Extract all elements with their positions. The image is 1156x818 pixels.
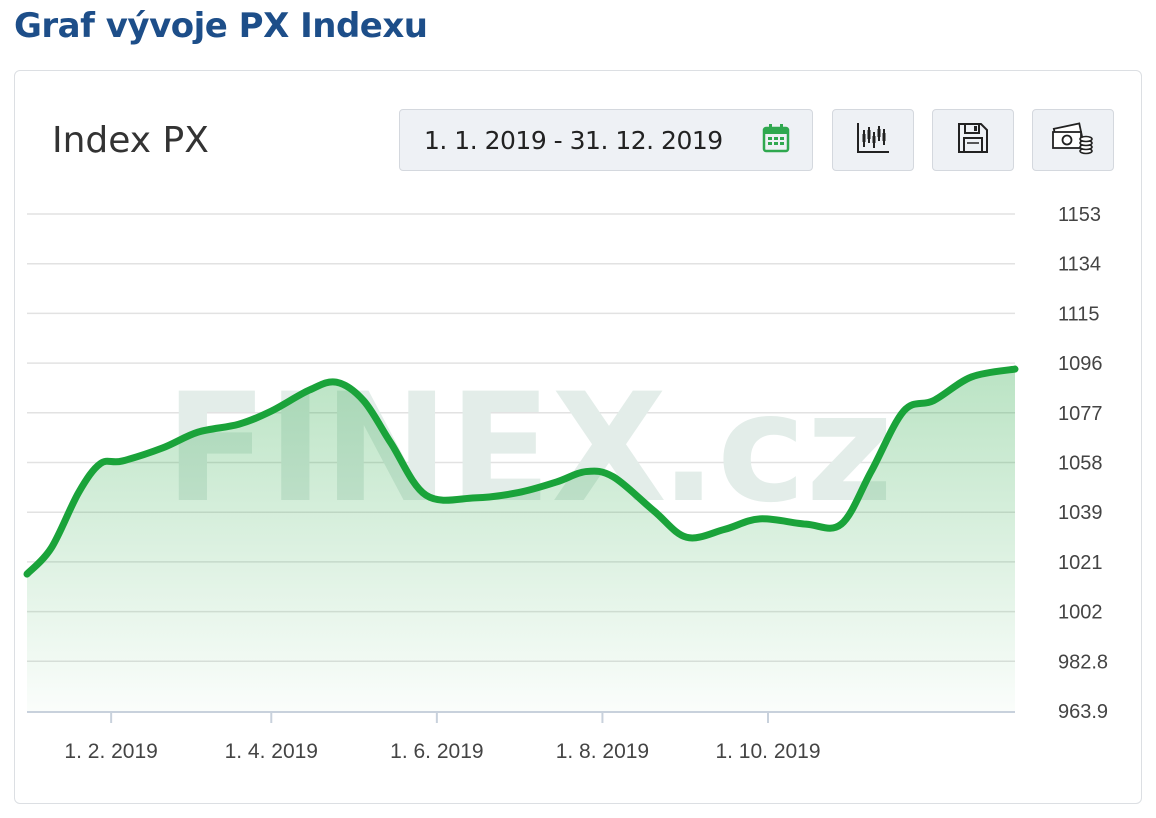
series-line <box>23 365 1019 578</box>
y-tick-label: 1115 <box>1058 303 1100 325</box>
y-tick-label: 982.8 <box>1058 651 1108 673</box>
y-tick-label: 1134 <box>1058 254 1101 276</box>
money-button[interactable] <box>1032 109 1114 171</box>
date-range-value: 1. 1. 2019 - 31. 12. 2019 <box>424 125 723 155</box>
calendar-icon[interactable] <box>762 123 790 158</box>
money-icon <box>1051 120 1095 161</box>
y-tick-label: 1039 <box>1058 502 1103 524</box>
x-tick-label: 1. 8. 2019 <box>556 740 649 763</box>
save-button[interactable] <box>932 109 1014 171</box>
y-tick-label: 1077 <box>1058 403 1103 425</box>
y-tick-label: 1021 <box>1058 552 1103 574</box>
y-tick-label: 963.9 <box>1058 701 1108 723</box>
y-tick-label: 1096 <box>1058 353 1103 375</box>
x-tick-label: 1. 2. 2019 <box>64 740 157 763</box>
y-axis: 963.9 982.8 1002 1021 1039 1058 1077 1096 1115 11… <box>1058 204 1108 723</box>
date-range-picker[interactable]: 1. 1. 2019 - 31. 12. 2019 <box>399 109 813 171</box>
candlestick-chart-icon <box>855 121 891 160</box>
y-tick-label: 1153 <box>1058 204 1101 226</box>
area-layer <box>23 365 1019 711</box>
x-tick-label: 1. 6. 2019 <box>390 740 483 763</box>
x-axis: 1. 2. 2019 1. 4. 2019 1. 6. 2019 1. 8. 2019… <box>27 711 1015 763</box>
chart-title: Index PX <box>52 120 209 161</box>
page-title: Graf vývoje PX Indexu <box>14 6 428 46</box>
y-tick-label: 1002 <box>1058 602 1103 624</box>
series-area <box>27 369 1015 711</box>
x-tick-label: 1. 4. 2019 <box>225 740 318 763</box>
chart-type-button[interactable] <box>832 109 914 171</box>
y-tick-label: 1058 <box>1058 453 1103 475</box>
x-tick-label: 1. 10. 2019 <box>715 740 820 763</box>
save-icon <box>956 121 990 160</box>
